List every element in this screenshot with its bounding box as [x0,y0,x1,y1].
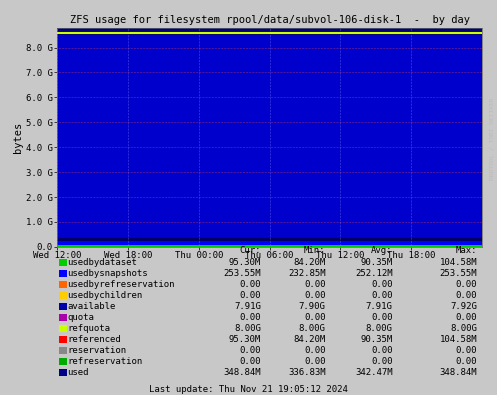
Text: 253.55M: 253.55M [439,269,477,278]
Text: 348.84M: 348.84M [439,368,477,377]
Text: 232.85M: 232.85M [288,269,326,278]
Text: usedbyrefreservation: usedbyrefreservation [67,280,174,289]
Text: 336.83M: 336.83M [288,368,326,377]
Text: 0.00: 0.00 [240,357,261,366]
Text: 348.84M: 348.84M [223,368,261,377]
Text: 84.20M: 84.20M [293,258,326,267]
Text: 8.00G: 8.00G [450,324,477,333]
Text: Min:: Min: [304,246,326,255]
Text: quota: quota [67,313,94,322]
Text: Avg:: Avg: [371,246,393,255]
Text: Cur:: Cur: [240,246,261,255]
Text: 0.00: 0.00 [456,346,477,355]
Text: 252.12M: 252.12M [355,269,393,278]
Text: 0.00: 0.00 [240,291,261,300]
Text: usedbydataset: usedbydataset [67,258,137,267]
Text: refreservation: refreservation [67,357,142,366]
Text: 7.90G: 7.90G [299,302,326,311]
Text: 0.00: 0.00 [304,346,326,355]
Y-axis label: bytes: bytes [13,122,23,153]
Text: 7.91G: 7.91G [366,302,393,311]
Text: 104.58M: 104.58M [439,258,477,267]
Text: used: used [67,368,88,377]
Text: Max:: Max: [456,246,477,255]
Title: ZFS usage for filesystem rpool/data/subvol-106-disk-1  -  by day: ZFS usage for filesystem rpool/data/subv… [70,15,470,26]
Text: 0.00: 0.00 [456,291,477,300]
Text: 0.00: 0.00 [304,291,326,300]
Text: usedbychildren: usedbychildren [67,291,142,300]
Text: 342.47M: 342.47M [355,368,393,377]
Text: 0.00: 0.00 [456,313,477,322]
Text: refquota: refquota [67,324,110,333]
Text: 0.00: 0.00 [371,346,393,355]
Text: 95.30M: 95.30M [229,258,261,267]
Text: 0.00: 0.00 [371,280,393,289]
Text: 104.58M: 104.58M [439,335,477,344]
Text: 0.00: 0.00 [371,357,393,366]
Text: 0.00: 0.00 [456,357,477,366]
Text: 0.00: 0.00 [304,357,326,366]
Text: 90.35M: 90.35M [360,335,393,344]
Text: 8.00G: 8.00G [234,324,261,333]
Text: 0.00: 0.00 [371,291,393,300]
Text: Last update: Thu Nov 21 19:05:12 2024: Last update: Thu Nov 21 19:05:12 2024 [149,385,348,394]
Text: RRDTOOL / TOBI OETIKER: RRDTOOL / TOBI OETIKER [490,97,495,179]
Text: referenced: referenced [67,335,121,344]
Text: available: available [67,302,115,311]
Text: 90.35M: 90.35M [360,258,393,267]
Text: 8.00G: 8.00G [299,324,326,333]
Text: 0.00: 0.00 [304,313,326,322]
Text: 0.00: 0.00 [240,346,261,355]
Text: 8.00G: 8.00G [366,324,393,333]
Text: 95.30M: 95.30M [229,335,261,344]
Text: usedbysnapshots: usedbysnapshots [67,269,148,278]
Text: 0.00: 0.00 [240,313,261,322]
Text: 0.00: 0.00 [304,280,326,289]
Text: 0.00: 0.00 [456,280,477,289]
Text: 0.00: 0.00 [240,280,261,289]
Text: 7.92G: 7.92G [450,302,477,311]
Text: 253.55M: 253.55M [223,269,261,278]
Text: 0.00: 0.00 [371,313,393,322]
Text: 84.20M: 84.20M [293,335,326,344]
Text: 7.91G: 7.91G [234,302,261,311]
Text: reservation: reservation [67,346,126,355]
